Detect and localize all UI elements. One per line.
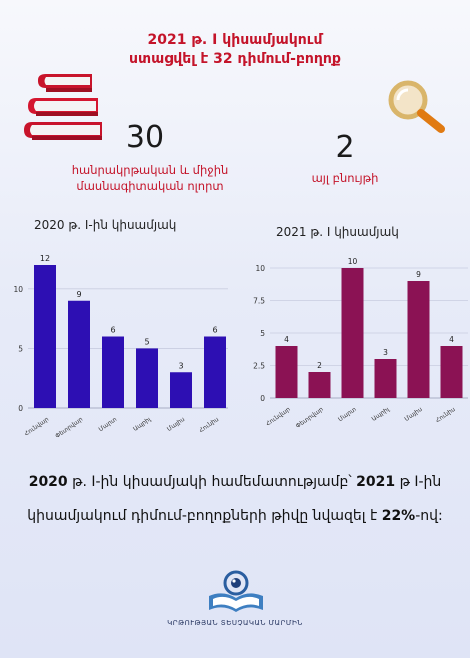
bar [275,346,298,398]
bar [34,265,56,408]
bar [102,336,124,408]
magnifying-glass-icon [388,80,445,133]
x-tick-label: Ապրիլ [371,406,391,423]
data-label: 9 [416,270,421,279]
x-tick-label: Մայիս [166,416,186,433]
data-label: 3 [383,348,388,357]
x-tick-label: Փետրվար [295,406,325,430]
data-label: 6 [110,326,115,335]
bar [308,372,331,398]
summary-percent: 22% [381,508,416,524]
data-label: 10 [348,257,358,266]
data-label: 6 [212,326,217,335]
summary-text-1: թ. I-ին կիսամյակի համեմատությամբ՝ [67,474,357,490]
summary-year-2021: 2021 [356,474,396,490]
page-title-line-2: ստացվել է 32 դիմում-բողոք [129,51,341,67]
chart-title-2020: 2020 թ. I-ին կիսամյակ [34,218,177,232]
summary-line-2: կիսամյակում դիմում-բողոքների թիվը նվազել… [0,508,470,524]
stat-caption-other: այլ բնույթի [311,171,379,185]
y-tick-label: 0 [18,404,23,413]
x-tick-label: Հունիս [435,406,457,425]
stat-value-education: 30 [125,120,165,155]
x-tick-label: Հունվար [23,416,50,438]
bar [374,359,397,398]
books-stack-icon [24,74,102,140]
data-label: 9 [76,290,81,299]
x-tick-label: Փետրվար [54,416,84,440]
bar [136,348,158,408]
x-tick-label: Մարտ [337,406,358,423]
open-book-eye-logo-icon [209,570,263,612]
stat-value-other: 2 [335,130,355,165]
bar [407,281,430,398]
data-label: 12 [40,255,50,263]
x-tick-label: Հունվար [265,406,292,428]
y-tick-label: 10 [13,285,23,294]
bar [170,372,192,408]
stat-caption-education-line-2: մասնագիտական ոլորտ [76,179,224,193]
y-tick-label: 5 [260,329,265,338]
chart-title-2021: 2021 թ. I կիսամյակ [276,225,399,239]
bar [68,300,90,408]
data-label: 4 [284,335,289,344]
y-tick-label: 0 [260,394,265,403]
summary-text-4: -ով: [415,508,443,524]
page-title-line-1: 2021 թ. I կիսամյակում [147,32,323,48]
summary-line-1: 2020 թ. I-ին կիսամյակի համեմատությամբ՝ 2… [0,474,470,490]
y-tick-label: 2.5 [253,362,265,371]
bar [204,336,226,408]
data-label: 4 [449,335,454,344]
summary-text-3: կիսամյակում դիմում-բողոքների թիվը նվազել… [27,508,382,524]
y-tick-label: 5 [18,344,23,353]
y-tick-label: 7.5 [253,297,265,306]
chart-2021-first-half: 0 2.5 5 7.5 10 4 Հունվար 2 Փետրվար 10 Մարտ 3 Ապրիլ 9 Մ… [253,257,468,430]
data-label: 2 [317,361,322,370]
footer-org-name: ԿՐԹՈՒԹՅԱՆ ՏԵՍՉԱԿԱՆ ՄԱՐՄԻՆ [167,619,303,627]
bar [440,346,463,398]
stat-caption-education-line-1: հանրակրթական և միջին [71,163,229,177]
summary-text-2: թ I-ին [395,474,442,490]
y-tick-label: 10 [255,264,265,273]
data-label: 5 [144,337,149,346]
x-tick-label: Մարտ [98,416,119,433]
data-label: 3 [178,361,183,370]
chart-2020-first-half: 0 5 10 12 Հունվար 9 Փետրվար 6 Մարտ 5 Ապրիլ 3 Մայիս 6 Հ… [13,255,228,440]
x-tick-label: Մայիս [403,406,423,423]
bar [341,268,364,398]
x-tick-label: Ապրիլ [132,416,152,433]
x-tick-label: Հունիս [198,416,220,435]
summary-year-2020: 2020 [28,474,68,490]
